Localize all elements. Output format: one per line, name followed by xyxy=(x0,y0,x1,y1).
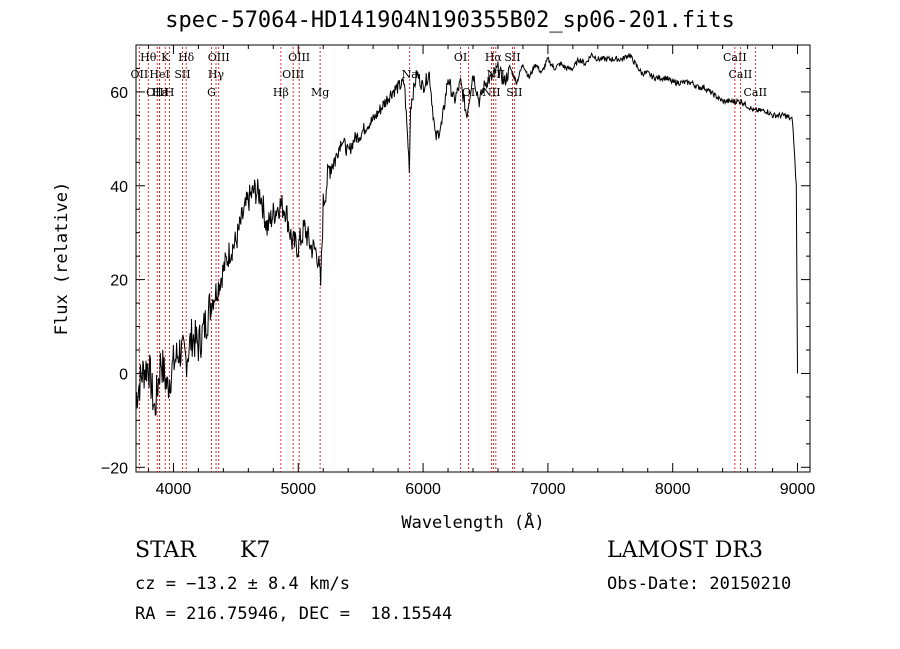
line-marker-label: Hα xyxy=(485,51,503,64)
line-marker-label: H xyxy=(165,86,175,99)
x-tick-label: 6000 xyxy=(405,481,441,498)
x-tick-label: 8000 xyxy=(655,481,691,498)
x-tick-label: 4000 xyxy=(156,481,192,498)
line-marker-label: OIII xyxy=(146,86,168,99)
y-axis-label: Flux (relative) xyxy=(52,182,72,336)
line-marker-label: OI xyxy=(462,86,475,99)
redshift-cz: cz = −13.2 ± 8.4 km/s xyxy=(135,574,350,594)
ra-dec: RA = 216.75946, DEC = 18.15544 xyxy=(135,604,453,624)
y-tick-label: −20 xyxy=(101,460,128,477)
line-marker-label: OIII xyxy=(208,51,230,64)
line-marker-label: NII xyxy=(482,86,500,99)
line-marker-label: SII xyxy=(504,51,520,64)
line-marker-label: OIII xyxy=(282,68,304,81)
object-class: STAR xyxy=(135,538,196,563)
survey-name: LAMOST DR3 xyxy=(607,538,763,563)
line-marker-label: Hγ xyxy=(208,68,225,81)
spectral-subclass: K7 xyxy=(240,538,271,563)
y-tick-label: 0 xyxy=(119,366,128,383)
line-marker-label: Hβ xyxy=(273,86,289,99)
line-marker-label: SII xyxy=(506,86,522,99)
line-marker-label: K xyxy=(161,51,170,64)
line-marker-label: OII xyxy=(131,68,149,81)
line-marker-label: Mg xyxy=(311,86,329,99)
line-marker-label: CaII xyxy=(729,68,753,81)
line-marker-label: CaII xyxy=(723,51,747,64)
plot-frame xyxy=(135,44,811,473)
line-marker-label: HeI xyxy=(149,68,169,81)
y-tick-label: 40 xyxy=(110,179,128,196)
chart-title: spec-57064-HD141904N190355B02_sp06-201.f… xyxy=(165,8,735,33)
line-marker-label: OI xyxy=(454,51,467,64)
x-tick-label: 9000 xyxy=(780,481,816,498)
line-marker-label: Hε xyxy=(152,86,168,99)
x-tick-label: 5000 xyxy=(280,481,316,498)
line-marker-label: Hθ xyxy=(140,51,157,64)
line-marker-label: Hδ xyxy=(178,51,195,64)
line-marker-label: G xyxy=(207,86,216,99)
y-tick-label: 20 xyxy=(110,273,128,290)
line-marker-label: OIII xyxy=(288,51,310,64)
spectrum-line xyxy=(135,52,798,417)
obs-date: Obs-Date: 20150210 xyxy=(607,574,792,594)
line-marker-label: CaII xyxy=(743,86,767,99)
x-axis-label: Wavelength (Å) xyxy=(401,511,544,533)
y-tick-label: 60 xyxy=(110,85,128,102)
x-tick-label: 7000 xyxy=(530,481,566,498)
line-marker-label: Na xyxy=(402,68,419,81)
line-marker-label: SII xyxy=(174,68,190,81)
